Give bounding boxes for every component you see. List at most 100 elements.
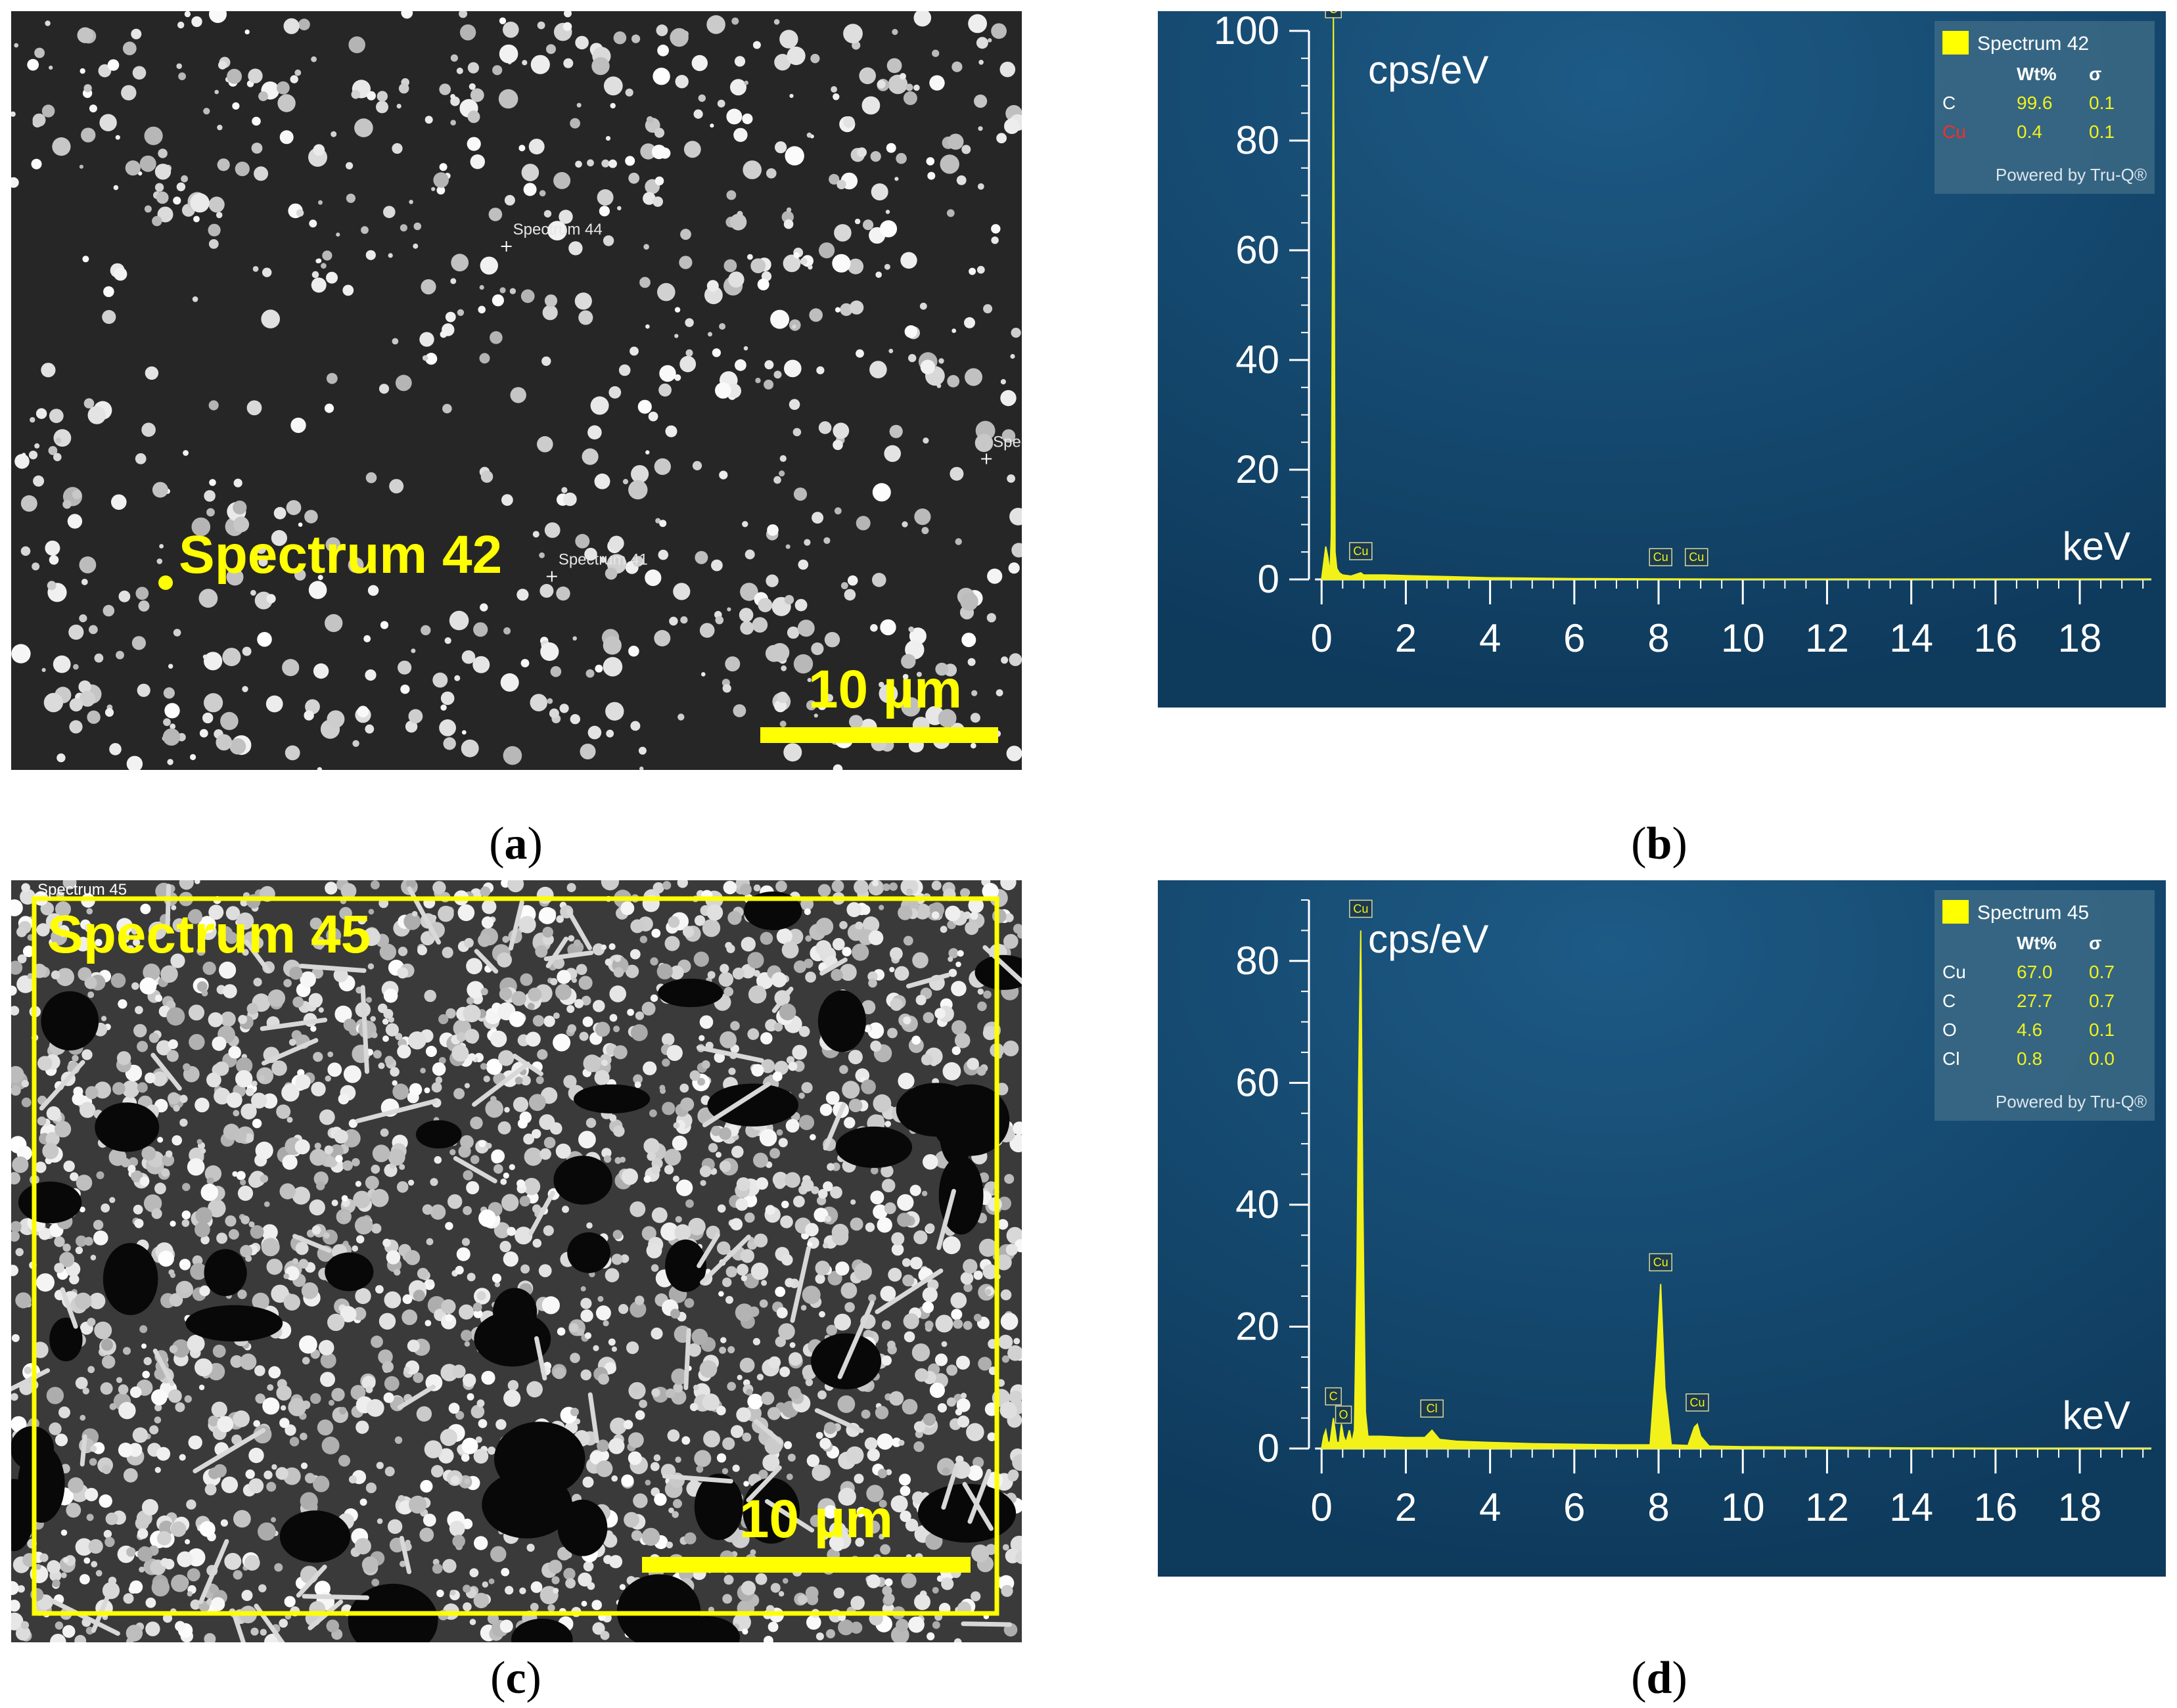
- scale-bar: [642, 1557, 971, 1573]
- sem-rod: [875, 1268, 944, 1315]
- sem-grain: [286, 1117, 293, 1123]
- sem-grain: [671, 1368, 688, 1385]
- sem-particle: [450, 278, 457, 284]
- sem-grain: [611, 1475, 618, 1482]
- sem-particle: [961, 633, 976, 648]
- sem-particle: [559, 704, 569, 713]
- sem-particle: [173, 196, 181, 205]
- sem-particle: [499, 17, 507, 24]
- sem-particle: [154, 164, 172, 180]
- sem-grain: [537, 1049, 548, 1060]
- sem-grain: [461, 1238, 470, 1246]
- sem-particle: [658, 549, 669, 560]
- sem-grain: [720, 964, 729, 974]
- sem-grain: [91, 1561, 98, 1567]
- sem-grain: [449, 1149, 456, 1156]
- sem-particle: [929, 75, 945, 91]
- sem-particle: [246, 400, 262, 416]
- sem-grain: [432, 881, 446, 895]
- sem-particle: [53, 453, 62, 462]
- sem-grain: [281, 1083, 300, 1102]
- sem-grain: [879, 905, 884, 910]
- sem-particle: [1001, 656, 1009, 664]
- sem-particle: [783, 254, 801, 273]
- sem-particle: [413, 222, 422, 231]
- sem-grain: [786, 1473, 793, 1481]
- sem-particle: [121, 85, 137, 101]
- sem-grain: [120, 1157, 131, 1167]
- sem-grain: [350, 1385, 366, 1401]
- sem-grain: [328, 1399, 334, 1406]
- sem-grain: [463, 1584, 471, 1593]
- sem-particle: [34, 443, 40, 449]
- sem-grain: [195, 1221, 210, 1238]
- sem-particle: [162, 728, 181, 746]
- sem-particle: [277, 94, 296, 112]
- sem-particle: [630, 346, 639, 356]
- sem-grain: [831, 968, 843, 981]
- sem-grain: [401, 1309, 418, 1326]
- sem-grain: [490, 1030, 507, 1048]
- sem-particle: [322, 250, 332, 261]
- sem-grain: [255, 1393, 265, 1404]
- sem-grain: [466, 958, 482, 975]
- sem-grain: [973, 1270, 983, 1280]
- x-tick-label: 18: [2058, 1485, 2102, 1529]
- sem-grain: [487, 1613, 499, 1625]
- sem-grain: [133, 1023, 147, 1038]
- sem-grain: [359, 1498, 367, 1506]
- sem-grain: [254, 1365, 265, 1376]
- sem-particle: [695, 551, 708, 564]
- sem-particle: [908, 353, 917, 363]
- sem-rod: [512, 1054, 543, 1077]
- sem-particle: [606, 729, 614, 738]
- sem-grain: [151, 1208, 162, 1219]
- sem-grain: [478, 1140, 486, 1148]
- sem-grain: [179, 1094, 188, 1103]
- sem-rod: [683, 1328, 691, 1390]
- sem-grain: [900, 1485, 911, 1496]
- sem-particle: [659, 365, 676, 382]
- sem-grain: [831, 1223, 849, 1241]
- y-tick-label: 40: [1235, 1182, 1279, 1226]
- sem-particle: [132, 66, 147, 80]
- sem-void: [348, 1583, 438, 1657]
- sem-grain: [417, 1268, 429, 1280]
- sem-particle: [480, 256, 498, 275]
- sem-grain: [912, 1491, 925, 1504]
- sem-particle: [546, 44, 556, 55]
- sem-grain: [481, 1370, 495, 1385]
- sem-particle: [991, 224, 1001, 234]
- sem-particle: [109, 743, 122, 755]
- sem-grain: [105, 1512, 118, 1525]
- spectrum-area: [1321, 930, 2152, 1449]
- sem-particle: [102, 309, 116, 325]
- sem-particle: [220, 711, 239, 730]
- sem-grain: [572, 978, 577, 983]
- sem-particle: [562, 22, 572, 32]
- sem-grain: [788, 1386, 801, 1400]
- sem-grain: [592, 1622, 605, 1635]
- sem-particle: [419, 332, 434, 347]
- sem-grain: [495, 1419, 507, 1430]
- sem-grain: [855, 1537, 865, 1547]
- sem-grain: [39, 1553, 49, 1562]
- sem-grain: [1005, 913, 1014, 922]
- sem-grain: [771, 972, 787, 988]
- sem-grain: [873, 1094, 892, 1113]
- sem-grain: [543, 1136, 556, 1149]
- sem-grain: [494, 1282, 501, 1288]
- sem-grain: [301, 1282, 319, 1299]
- sem-grain: [656, 963, 673, 979]
- sem-grain: [8, 1172, 20, 1185]
- sem-grain: [409, 1083, 423, 1096]
- sem-grain: [108, 1577, 117, 1585]
- sem-particle: [45, 20, 51, 26]
- sem-particle: [47, 581, 57, 591]
- sem-particle: [10, 111, 16, 117]
- sem-grain: [608, 1338, 616, 1346]
- sem-grain: [467, 981, 484, 999]
- sem-grain: [894, 966, 909, 981]
- sem-particle: [832, 254, 851, 273]
- sem-grain: [727, 910, 742, 925]
